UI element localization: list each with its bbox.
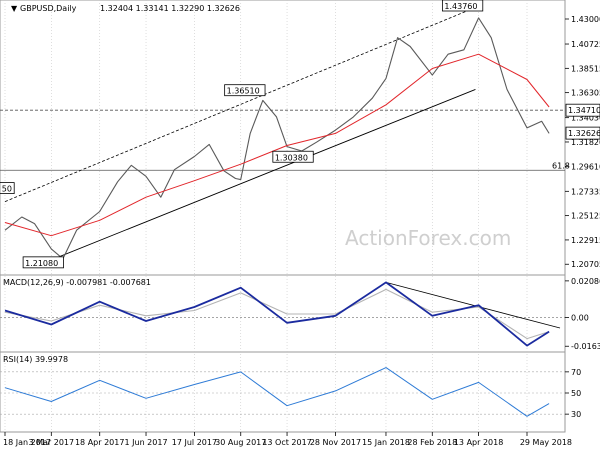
current-price-label: 1.32626 <box>568 129 600 138</box>
resistance-price-label: 1.34710 <box>568 106 600 115</box>
high-apr-label-box <box>441 0 484 12</box>
macd-signal-line <box>4 288 550 340</box>
channel-support-line <box>51 88 476 261</box>
macd-title: MACD(12,26,9) -0.007981 -0.007681 <box>3 278 151 287</box>
annotations: 50 1.21080 1.36510 1.30380 1.43760 61.8 <box>0 0 570 269</box>
rsi-tick-label: 70 <box>571 368 581 377</box>
rsi-title: RSI(14) 39.9978 <box>3 355 68 364</box>
macd-tick-label: 0.00 <box>571 314 589 323</box>
rsi-line <box>4 367 550 417</box>
price-tick-label: 1.34030 <box>571 114 600 123</box>
moving-average-line <box>4 53 550 237</box>
price-ohlc-readout: 1.32404 1.33141 1.32290 1.32626 <box>100 4 240 13</box>
rsi-panel-frame <box>0 351 566 433</box>
rsi-tick-label: 50 <box>571 389 581 398</box>
macd-trendline <box>385 282 561 329</box>
price-tick-label: 1.40725 <box>571 40 600 49</box>
price-tick-label: 1.22915 <box>571 236 600 245</box>
trend-lines <box>0 9 565 329</box>
price-title: ▼ GBPUSD,Daily 1.32404 1.33141 1.32290 1… <box>11 4 240 13</box>
date-tick-label: 3 Mar 2017 <box>28 438 74 447</box>
date-tick-label: 13 Oct 2017 <box>262 438 311 447</box>
high-sep-label-box <box>224 84 266 97</box>
date-tick-label: 15 Jan 2018 <box>362 438 410 447</box>
macd-tick-label: 0.020861 <box>571 277 600 286</box>
price-tick-label: 1.29610 <box>571 162 600 171</box>
price-tick-label: 1.27335 <box>571 187 600 196</box>
y-axis: 1.43000 1.40725 1.38515 1.36305 1.34030 1.318… <box>565 15 600 419</box>
date-tick-label: 30 Aug 2017 <box>215 438 266 447</box>
series-lines <box>4 17 550 417</box>
high-sep-label: 1.36510 <box>227 87 260 96</box>
price-title-arrow: ▼ <box>11 4 18 13</box>
price-tick-label: 1.43000 <box>571 15 600 24</box>
price-tick-label: 1.20705 <box>571 260 600 269</box>
low-label-box <box>22 256 64 269</box>
rsi-tick-label: 30 <box>571 410 581 419</box>
date-tick-label: 13 Apr 2018 <box>454 438 503 447</box>
price-tick-label: 1.25125 <box>571 212 600 221</box>
high-apr-label: 1.43760 <box>444 2 477 11</box>
price-title-label: GBPUSD,Daily <box>20 4 77 13</box>
current-price-label-box <box>565 126 600 140</box>
channel-resistance-line <box>4 9 471 202</box>
price-line <box>4 17 550 260</box>
watermark: ActionForex.com <box>345 226 511 250</box>
level-50-label-box <box>0 182 15 195</box>
low-oct-label: 1.30380 <box>275 153 308 162</box>
date-tick-label: 29 May 2018 <box>520 438 572 447</box>
macd-line <box>4 281 550 347</box>
grid-lines <box>0 0 565 432</box>
resistance-price-label-box <box>565 103 600 117</box>
date-tick-label: 1 Jun 2017 <box>125 438 168 447</box>
fibonacci-label: 61.8 <box>552 161 570 170</box>
date-tick-label: 28 Feb 2018 <box>407 438 457 447</box>
low-label: 1.21080 <box>25 259 58 268</box>
date-tick-label: 18 Apr 2017 <box>75 438 124 447</box>
price-tick-label: 1.38515 <box>571 64 600 73</box>
macd-tick-label: -0.016357 <box>571 342 600 351</box>
price-tick-label: 1.31820 <box>571 138 600 147</box>
date-tick-label: 18 Jan 2017 <box>3 438 51 447</box>
price-tick-label: 1.36305 <box>571 89 600 98</box>
date-tick-label: 17 Jul 2017 <box>172 438 217 447</box>
date-tick-label: 28 Nov 2017 <box>310 438 361 447</box>
level-50-label: 50 <box>2 185 12 194</box>
low-oct-label-box <box>272 150 314 163</box>
